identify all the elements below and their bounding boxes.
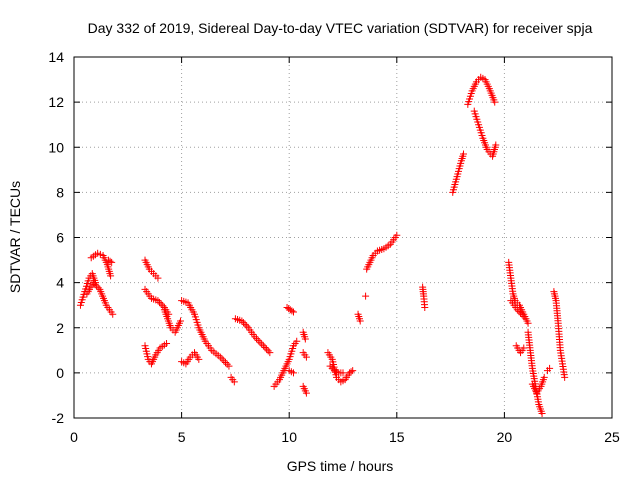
axis-ticks xyxy=(73,56,613,419)
data-point xyxy=(515,307,523,315)
data-point xyxy=(241,320,249,328)
data-point xyxy=(154,274,162,282)
data-point xyxy=(546,364,554,372)
data-point xyxy=(159,302,167,310)
data-point xyxy=(259,342,267,350)
data-point xyxy=(239,319,247,327)
data-point xyxy=(290,369,298,377)
data-point xyxy=(230,378,238,386)
y-tick-label: 6 xyxy=(56,230,64,246)
x-axis-label: GPS time / hours xyxy=(287,458,394,474)
data-point xyxy=(520,344,528,352)
data-point xyxy=(302,353,310,361)
x-tick-label: 0 xyxy=(70,429,78,445)
data-point xyxy=(256,338,264,346)
data-point xyxy=(302,389,310,397)
data-point xyxy=(243,322,251,330)
data-point xyxy=(109,310,117,318)
data-point xyxy=(288,307,296,315)
data-point xyxy=(339,369,347,377)
data-point xyxy=(216,353,224,361)
data-point xyxy=(154,297,162,305)
y-axis-label: SDTVAR / TECUs xyxy=(7,181,23,293)
y-tick-label: -2 xyxy=(52,410,65,426)
data-point xyxy=(238,317,246,325)
data-point xyxy=(107,272,115,280)
data-point xyxy=(524,319,532,327)
x-tick-label: 20 xyxy=(497,429,513,445)
data-point xyxy=(156,298,164,306)
data-point xyxy=(157,300,165,308)
data-point xyxy=(301,335,309,343)
y-tick-label: 2 xyxy=(56,320,64,336)
data-point xyxy=(356,317,364,325)
data-point xyxy=(251,333,259,341)
data-point xyxy=(517,309,525,317)
data-point xyxy=(89,279,97,287)
y-tick-label: 10 xyxy=(48,139,64,155)
data-point xyxy=(349,367,357,375)
data-point xyxy=(264,347,272,355)
data-point xyxy=(252,335,260,343)
data-point xyxy=(513,306,521,314)
data-point xyxy=(218,355,226,363)
x-tick-label: 25 xyxy=(604,429,620,445)
data-point xyxy=(290,308,298,316)
data-point xyxy=(460,150,468,158)
data-point xyxy=(393,231,401,239)
data-point xyxy=(293,337,301,345)
data-point xyxy=(261,343,269,351)
y-tick-label: 14 xyxy=(48,49,64,65)
y-tick-label: 0 xyxy=(56,365,64,381)
data-point xyxy=(538,409,546,417)
data-point xyxy=(254,336,262,344)
data-point xyxy=(225,362,233,370)
x-tick-label: 5 xyxy=(178,429,186,445)
x-tick-label: 10 xyxy=(281,429,297,445)
data-point xyxy=(93,282,101,290)
data-point xyxy=(491,98,499,106)
data-point xyxy=(220,357,228,365)
y-tick-label: 12 xyxy=(48,94,64,110)
y-tick-label: 8 xyxy=(56,184,64,200)
data-points xyxy=(76,73,569,417)
data-point xyxy=(561,373,569,381)
data-point xyxy=(518,311,526,319)
data-point xyxy=(263,345,271,353)
data-point xyxy=(258,340,266,348)
tick-labels: 0 5 10 15 20 25 -2 0 2 4 6 8 10 12 14 xyxy=(48,49,620,445)
data-point xyxy=(347,368,355,376)
data-point xyxy=(421,303,429,311)
data-point xyxy=(195,355,203,363)
y-tick-label: 4 xyxy=(56,275,64,291)
data-point xyxy=(91,280,99,288)
data-point xyxy=(223,360,231,368)
data-point xyxy=(106,257,114,265)
x-tick-label: 15 xyxy=(389,429,405,445)
data-point xyxy=(520,312,528,320)
data-point xyxy=(222,358,230,366)
data-point xyxy=(177,317,185,325)
data-point xyxy=(266,349,274,357)
data-point xyxy=(108,258,116,266)
chart-title: Day 332 of 2019, Sidereal Day-to-day VTE… xyxy=(88,20,593,36)
data-point xyxy=(163,340,171,348)
data-point xyxy=(540,373,548,381)
data-point xyxy=(362,292,370,300)
data-point xyxy=(492,141,500,149)
data-point xyxy=(94,284,102,292)
